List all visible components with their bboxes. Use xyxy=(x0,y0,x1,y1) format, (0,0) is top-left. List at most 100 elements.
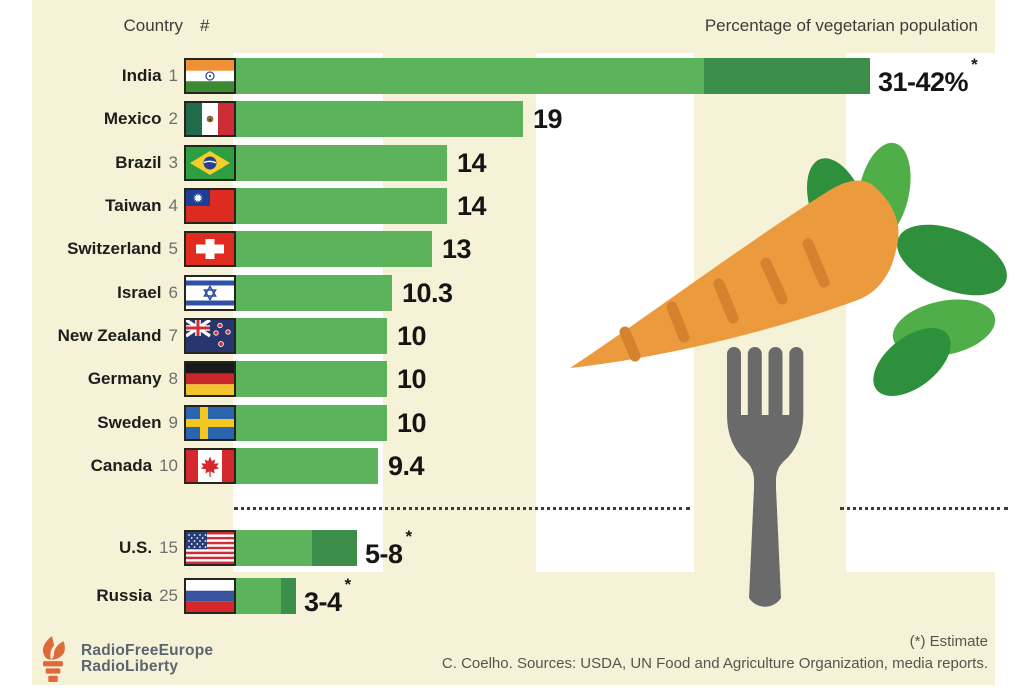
rank-number: 25 xyxy=(159,586,178,605)
bar-segment-low xyxy=(236,530,312,566)
row-label: Russia 25 xyxy=(0,578,178,614)
country-name: Switzerland xyxy=(67,239,162,258)
dotted-separator-right xyxy=(840,507,1008,510)
country-column-header: Country xyxy=(123,16,183,35)
value-label: 5-8* xyxy=(365,527,413,569)
country-name: Mexico xyxy=(103,109,162,128)
chart-row: New Zealand 7 10 xyxy=(0,318,1024,354)
row-label: Sweden 9 xyxy=(0,405,178,441)
sweden-flag-icon xyxy=(184,405,236,441)
row-label: Canada 10 xyxy=(0,448,178,484)
rank-number: 9 xyxy=(168,413,178,432)
rank-column-header: # xyxy=(200,16,210,35)
taiwan-flag-icon xyxy=(184,188,236,224)
chart-row: Canada 10 9.4 xyxy=(0,448,1024,484)
bar-segment-low xyxy=(236,448,378,484)
bar-segment-low xyxy=(236,361,387,397)
chart-row: Israel 6 10.3 xyxy=(0,275,1024,311)
chart-row: Sweden 9 10 xyxy=(0,405,1024,441)
us-flag-icon xyxy=(184,530,236,566)
value-label: 14 xyxy=(457,191,487,221)
new-zealand-flag-icon xyxy=(184,318,236,354)
country-name: Taiwan xyxy=(105,196,162,215)
israel-flag-icon xyxy=(184,275,236,311)
bar-segment-low xyxy=(236,275,392,311)
row-label: India 1 xyxy=(0,58,178,94)
russia-flag-icon xyxy=(184,578,236,614)
chart-row: Taiwan 4 14 xyxy=(0,188,1024,224)
logo-line-2: RadioLiberty xyxy=(81,658,179,675)
bar-segment-high xyxy=(312,530,357,566)
switzerland-flag-icon xyxy=(184,231,236,267)
chart-row: Switzerland 5 13 xyxy=(0,231,1024,267)
row-label: Israel 6 xyxy=(0,275,178,311)
canada-flag-icon xyxy=(184,448,236,484)
row-label: Brazil 3 xyxy=(0,145,178,181)
country-name: Canada xyxy=(90,456,153,475)
germany-flag-icon xyxy=(184,361,236,397)
mexico-flag-icon xyxy=(184,101,236,137)
logo-wordmark: RadioFreeEurope RadioLiberty xyxy=(81,641,214,676)
rank-number: 4 xyxy=(168,196,178,215)
chart-row: Mexico 2 19 xyxy=(0,101,1024,137)
value-label: 3-4* xyxy=(304,575,352,617)
country-name: Russia xyxy=(96,586,153,605)
chart-row: U.S. 15 5-8* xyxy=(0,527,1024,569)
value-label: 14 xyxy=(457,148,487,178)
bar-segment-low xyxy=(236,578,281,614)
bar-segment-high xyxy=(704,58,870,94)
rank-number: 2 xyxy=(168,109,178,128)
value-label: 10.3 xyxy=(402,278,453,308)
value-label: 31-42%* xyxy=(878,55,978,97)
row-label: U.S. 15 xyxy=(0,530,178,566)
bar-segment-low xyxy=(236,405,387,441)
rank-number: 5 xyxy=(168,239,178,258)
torch-icon xyxy=(42,636,65,682)
chart-row: Russia 25 3-4* xyxy=(0,575,1024,617)
value-label: 19 xyxy=(533,104,563,134)
value-label: 9.4 xyxy=(388,451,425,481)
country-name: India xyxy=(121,66,162,85)
estimate-asterisk: * xyxy=(971,55,978,74)
value-label: 10 xyxy=(397,321,427,351)
value-label: 10 xyxy=(397,408,427,438)
row-label: Taiwan 4 xyxy=(0,188,178,224)
country-name: Germany xyxy=(87,369,162,388)
logo-line-1: RadioFreeEurope xyxy=(81,641,214,659)
rfe-rl-logo: RadioFreeEurope RadioLiberty xyxy=(34,636,213,682)
rank-number: 3 xyxy=(168,153,178,172)
row-label: Germany 8 xyxy=(0,361,178,397)
country-name: Sweden xyxy=(97,413,162,432)
chart-row: India 1 31-42%* xyxy=(0,55,1024,97)
row-label: New Zealand 7 xyxy=(0,318,178,354)
country-name: Israel xyxy=(117,283,162,302)
rank-number: 7 xyxy=(168,326,178,345)
estimate-asterisk: * xyxy=(405,527,413,546)
country-name: U.S. xyxy=(119,538,153,557)
value-axis-header: Percentage of vegetarian population xyxy=(704,16,978,35)
row-label: Mexico 2 xyxy=(0,101,178,137)
source-credit-line: C. Coelho. Sources: USDA, UN Food and Ag… xyxy=(441,655,988,672)
chart-row: Brazil 3 14 xyxy=(0,145,1024,181)
bar-segment-low xyxy=(236,58,704,94)
bar-segment-low xyxy=(236,188,447,224)
row-label: Switzerland 5 xyxy=(0,231,178,267)
estimate-asterisk: * xyxy=(344,575,352,594)
bar-segment-low xyxy=(236,318,387,354)
bar-segment-high xyxy=(281,578,296,614)
rank-number: 10 xyxy=(159,456,178,475)
value-label: 10 xyxy=(397,364,427,394)
bar-segment-low xyxy=(236,231,432,267)
india-flag-icon xyxy=(184,58,236,94)
country-name: Brazil xyxy=(115,153,162,172)
rank-number: 1 xyxy=(168,66,178,85)
bar-segment-low xyxy=(236,145,447,181)
dotted-separator-left xyxy=(234,507,690,510)
brazil-flag-icon xyxy=(184,145,236,181)
bar-segment-low xyxy=(236,101,523,137)
rank-number: 6 xyxy=(168,283,178,302)
value-label: 13 xyxy=(442,234,472,264)
background-stripe xyxy=(233,53,383,572)
rank-number: 8 xyxy=(168,369,178,388)
